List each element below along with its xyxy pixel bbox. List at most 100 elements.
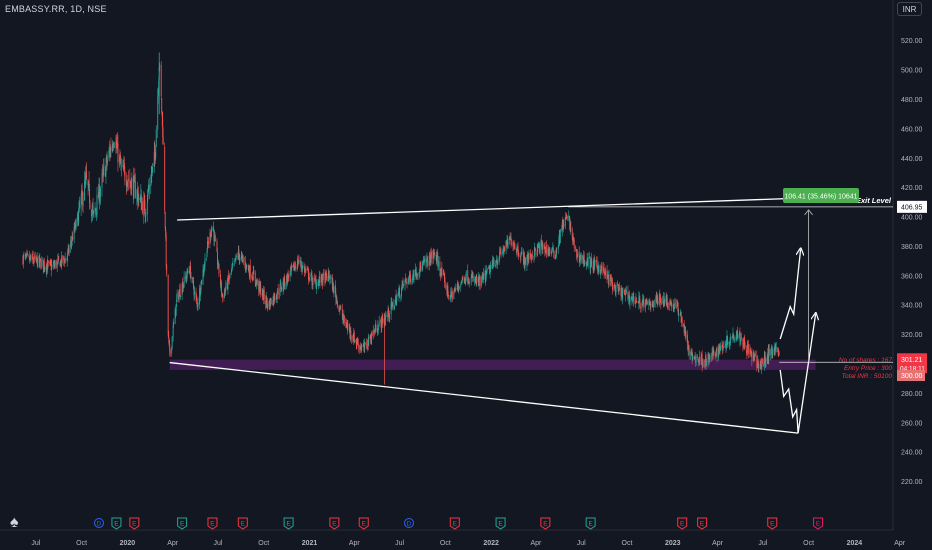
candle [411,278,413,286]
candle [232,258,234,267]
candle-body [199,288,200,305]
event-marker-earnings-red[interactable]: E [677,517,688,530]
candle [461,276,463,284]
candle [179,284,181,294]
candle [517,242,519,256]
event-marker-earnings-green[interactable]: E [585,517,596,530]
candle-body [706,362,708,365]
candle-body [99,194,101,200]
candle [500,247,502,259]
symbol-title[interactable]: EMBASSY.RR, 1D, NSE [5,4,107,14]
candle [683,323,685,329]
currency-button[interactable]: INR [897,2,922,16]
candle [611,274,612,283]
event-marker-earnings-red[interactable]: E [129,517,140,530]
candle-body [743,336,745,344]
candle [531,250,533,260]
candle-body [100,188,101,197]
candle-body [496,259,498,264]
candle [320,273,322,286]
candle-body [40,260,42,269]
candle-body [461,277,463,281]
candle [91,209,93,223]
candle-body [648,301,650,305]
event-marker-earnings-red[interactable]: E [540,517,551,530]
candle-body [59,261,61,267]
candle-body [635,299,637,301]
candle [143,191,145,224]
candle [40,256,42,270]
candle-body [410,274,411,282]
candle [295,262,297,271]
candle [95,207,97,217]
candle [613,284,615,292]
price-tick-label: 520.00 [901,38,923,45]
candle-body [498,258,500,263]
candle-body [629,297,631,304]
candle-body [605,271,607,275]
event-marker-earnings-red[interactable]: E [237,517,248,530]
candle-body [628,297,629,299]
price-tick-label: 440.00 [901,156,923,163]
candle [715,353,717,359]
candle [587,252,589,269]
candle-body [129,181,131,185]
candle [388,307,390,322]
candle-body [336,298,338,300]
candle-body [22,256,24,265]
candle [624,288,625,296]
candle-body [583,254,585,265]
event-marker-dividend[interactable]: D [94,518,105,528]
candle-body [249,265,251,277]
candle-body [161,111,163,117]
candle [216,238,218,253]
event-marker-earnings-green[interactable]: E [495,517,506,530]
time-tick-label: Oct [440,540,451,547]
candle-body [308,279,310,281]
event-marker-earnings-green[interactable]: E [111,517,122,530]
candle-body [189,266,191,273]
candle-body [134,176,136,182]
candle [551,247,553,255]
candle-body [554,257,556,259]
event-marker-earnings-red[interactable]: E [697,517,708,530]
candle-body [206,257,207,259]
candle-body [377,332,379,334]
candle-body [614,286,616,288]
event-marker-earnings-red[interactable]: E [767,517,778,530]
candle [71,230,73,246]
candle [621,285,622,298]
candle-body [391,302,393,307]
event-marker-earnings-red[interactable]: E [329,517,340,530]
candle [740,332,742,341]
candle-body [615,285,617,293]
tradingview-logo-icon[interactable]: ♠ [10,514,19,531]
candle-body [430,258,432,265]
candle [451,291,453,303]
event-marker-earnings-red[interactable]: E [207,517,218,530]
candle-body [210,235,212,238]
candle-body [729,342,730,344]
candle [775,342,777,356]
event-marker-earnings-green[interactable]: E [177,517,188,530]
candle-body [272,296,274,305]
candle-body [169,350,171,354]
candle-body [435,254,437,262]
event-marker-earnings-green[interactable]: E [283,517,294,530]
event-marker-earnings-future[interactable]: E [813,517,824,530]
event-marker-dividend[interactable]: D [404,518,415,528]
candle [398,284,400,295]
event-marker-earnings-red[interactable]: E [449,517,460,530]
candle-body [612,282,613,290]
candle-body [213,231,215,241]
candle [269,298,271,310]
event-marker-earnings-red[interactable]: E [358,517,369,530]
candle-body [476,276,478,284]
candle-body [624,289,625,293]
candle-body [663,301,665,303]
candle-body [256,280,258,284]
candle-body [119,157,121,159]
candle [234,258,236,261]
